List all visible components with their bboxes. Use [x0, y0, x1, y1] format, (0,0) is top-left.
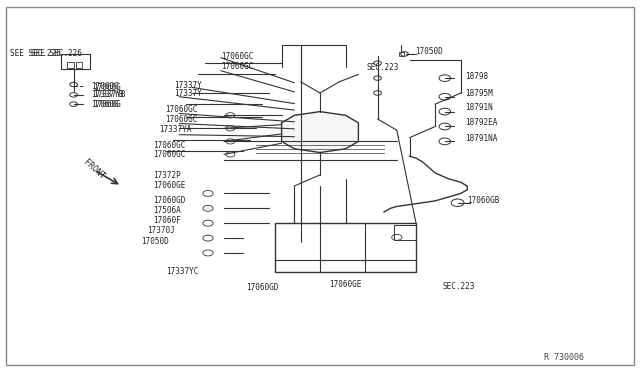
Text: 18795M: 18795M: [465, 89, 493, 97]
Text: 17060GC: 17060GC: [165, 105, 198, 114]
Text: 18791NA: 18791NA: [465, 134, 498, 143]
Text: 18798: 18798: [465, 72, 488, 81]
Text: 17050D: 17050D: [415, 47, 442, 56]
Text: 18791N: 18791N: [465, 103, 493, 112]
Text: 18792EA: 18792EA: [465, 118, 498, 127]
Text: SEC.223: SEC.223: [367, 63, 399, 72]
Text: 17060GD: 17060GD: [246, 283, 279, 292]
Text: 17337YB: 17337YB: [91, 90, 124, 99]
Text: R 730006: R 730006: [544, 353, 584, 362]
Text: 17060G: 17060G: [93, 100, 120, 109]
Text: 17060G: 17060G: [91, 100, 118, 109]
Text: 17337YC: 17337YC: [166, 267, 199, 276]
Text: 17050D: 17050D: [141, 237, 168, 246]
Text: 17060GE: 17060GE: [330, 280, 362, 289]
Bar: [394, 225, 416, 240]
Text: 17337YA: 17337YA: [159, 125, 191, 134]
Text: 17337YB: 17337YB: [93, 90, 125, 99]
Text: 17060G: 17060G: [93, 83, 120, 92]
Text: 17060GC: 17060GC: [154, 150, 186, 159]
Bar: [76, 62, 82, 68]
Text: 17060GC: 17060GC: [154, 141, 186, 150]
Text: 17372P: 17372P: [154, 171, 181, 180]
Text: SEC.223: SEC.223: [443, 282, 476, 291]
Text: 17506A: 17506A: [154, 206, 181, 215]
Text: 17060GC: 17060GC: [221, 52, 253, 61]
Text: 17060GB: 17060GB: [467, 196, 500, 205]
Bar: [275, 223, 416, 272]
Bar: [61, 54, 90, 69]
Text: SEE SEC.226: SEE SEC.226: [10, 49, 60, 58]
Text: 17060GC: 17060GC: [221, 62, 253, 71]
Text: 17060GE: 17060GE: [154, 181, 186, 190]
Text: 17370J: 17370J: [147, 226, 175, 235]
Text: SEE SEC.226: SEE SEC.226: [31, 49, 81, 58]
Text: 17337Y: 17337Y: [174, 89, 202, 98]
Bar: [67, 62, 74, 68]
Polygon shape: [282, 112, 358, 153]
Text: 17060F: 17060F: [154, 216, 181, 225]
Bar: [399, 52, 404, 56]
Text: 17060GD: 17060GD: [154, 196, 186, 205]
Text: 17337Y: 17337Y: [174, 81, 202, 90]
Text: FRONT: FRONT: [82, 158, 106, 181]
Text: 17060GC: 17060GC: [165, 115, 198, 124]
Text: 17060G: 17060G: [91, 82, 118, 91]
